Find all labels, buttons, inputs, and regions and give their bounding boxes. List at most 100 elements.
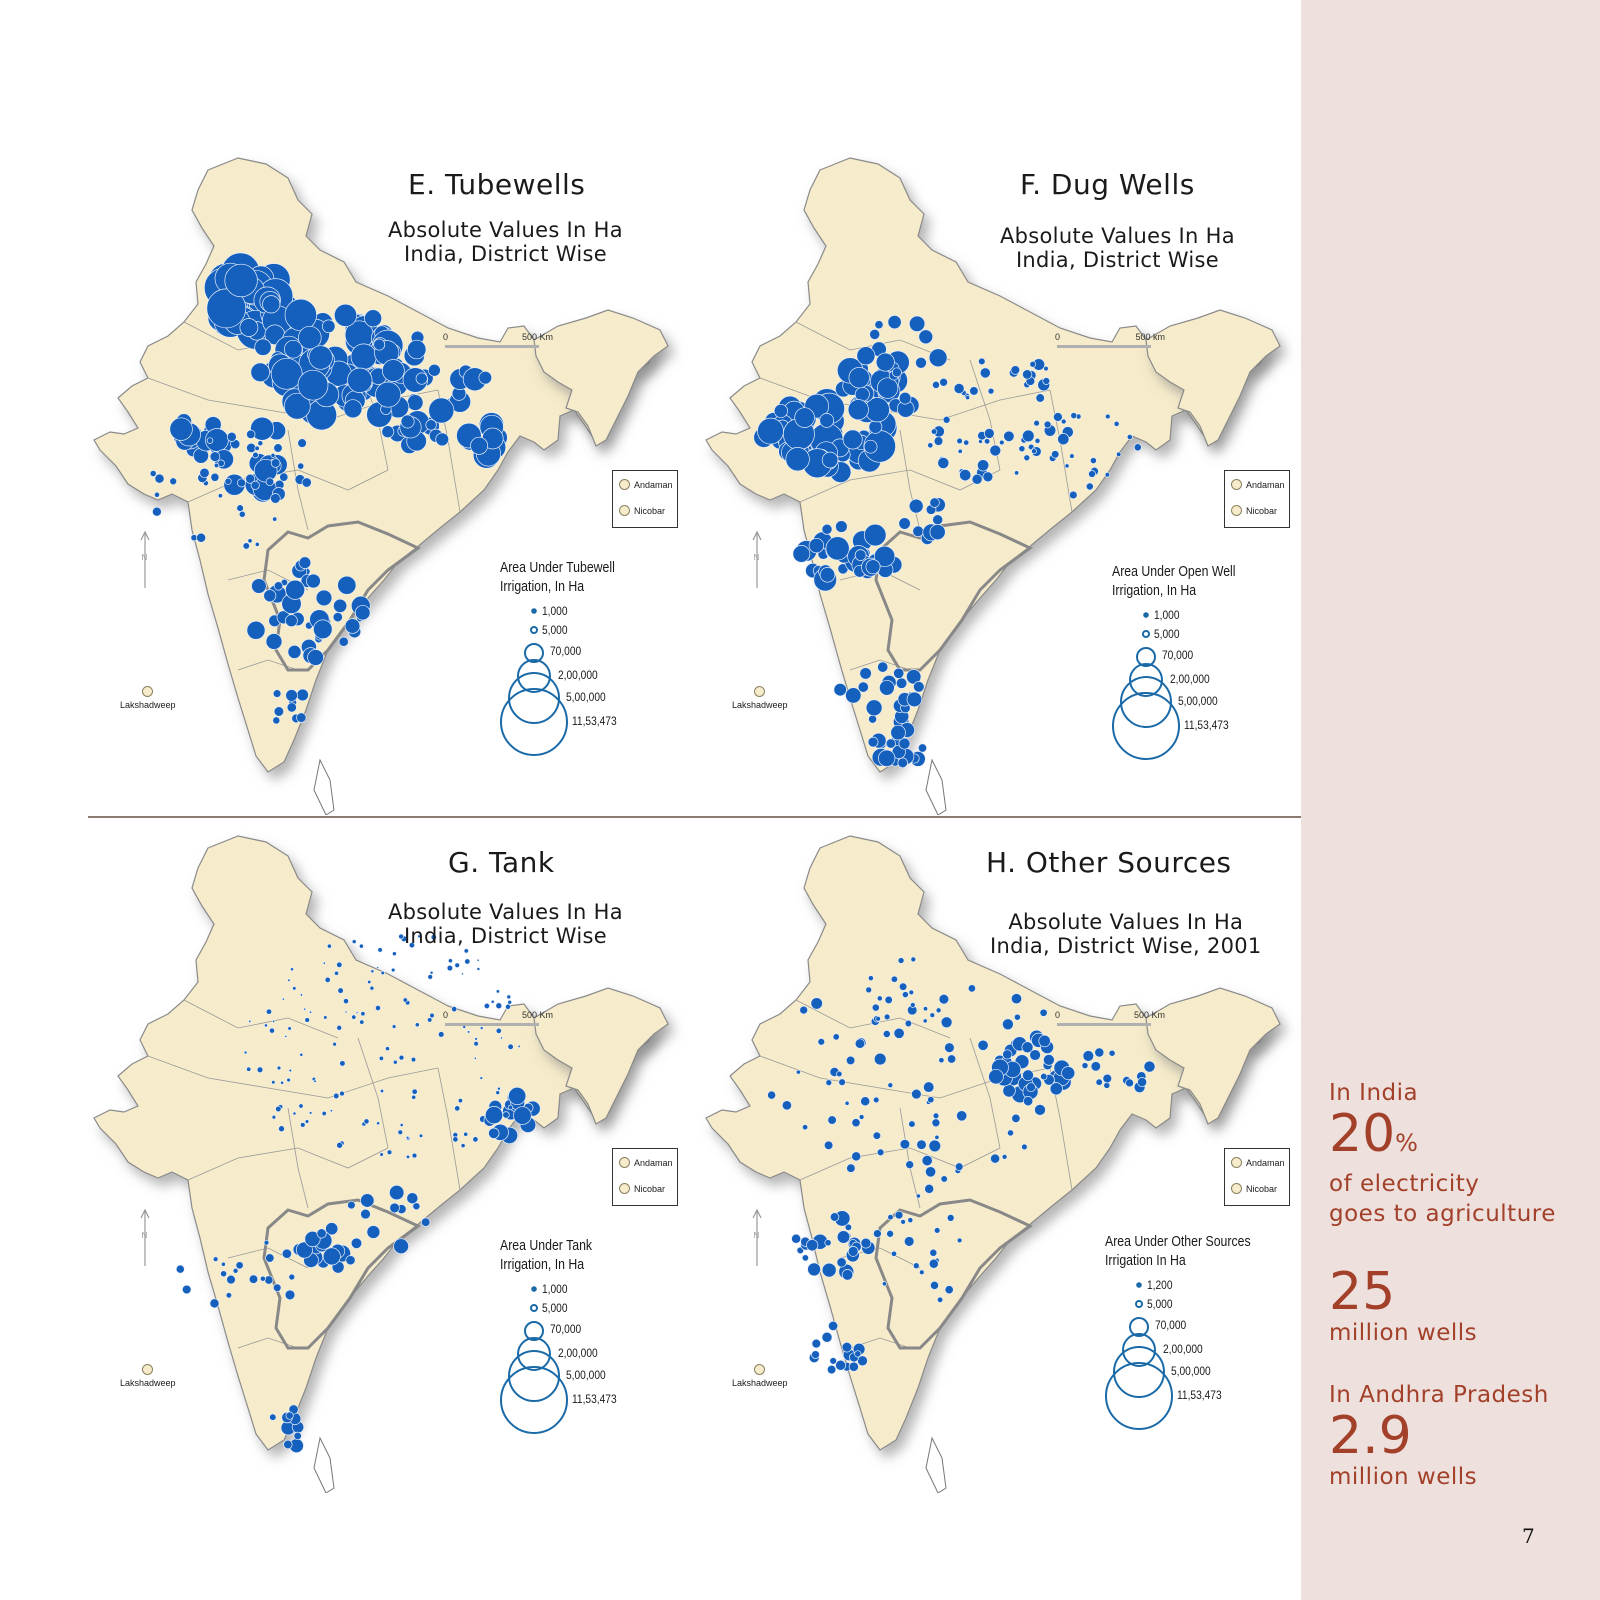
north-arrow-icon: N xyxy=(752,1208,762,1268)
legend-value: 1,000 xyxy=(542,604,568,618)
legend-title-line2: Irrigation, In Ha xyxy=(500,1256,585,1273)
inset-label-nicobar: Nicobar xyxy=(1246,505,1278,516)
page-number: 7 xyxy=(1522,1524,1535,1548)
scale-end-label: 500 Km xyxy=(521,1010,553,1020)
legend-title-line1: Area Under Tank xyxy=(500,1237,593,1254)
legend-title-line2: Irrigation In Ha xyxy=(1105,1252,1186,1269)
lakshadweep-marker: Lakshadweep xyxy=(732,686,788,710)
scale-bar: 0 500 Km xyxy=(443,1010,553,1030)
map-subtitle: Absolute Values In Ha India, District Wi… xyxy=(388,218,623,266)
islands-inset: Andaman Nicobar xyxy=(1224,470,1290,528)
map-subtitle-line2: India, District Wise, 2001 xyxy=(990,934,1262,958)
inset-label-nicobar: Nicobar xyxy=(634,505,666,516)
bubble-legend: Area Under Open Well Irrigation, In Ha 1… xyxy=(1112,562,1282,772)
map-title: E. Tubewells xyxy=(408,168,586,201)
legend-value: 2,00,000 xyxy=(1170,672,1210,686)
islands-inset: Andaman Nicobar xyxy=(612,1148,678,1206)
stat-electricity: In India 20% of electricity goes to agri… xyxy=(1329,1078,1556,1229)
inset-label-nicobar: Nicobar xyxy=(634,1183,666,1194)
legend-value: 1,000 xyxy=(1154,608,1180,622)
scale-bar: 0 500 Km xyxy=(1055,1010,1165,1030)
legend-value: 5,00,000 xyxy=(566,690,606,704)
map-subtitle-line2: India, District Wise xyxy=(403,924,607,948)
stat-wells-ap: In Andhra Pradesh 2.9 million wells xyxy=(1329,1380,1549,1492)
legend-value: 11,53,473 xyxy=(1184,718,1229,732)
map-title: H. Other Sources xyxy=(986,846,1232,879)
stat-wells-india: 25 million wells xyxy=(1329,1266,1477,1348)
legend-value: 11,53,473 xyxy=(572,714,617,728)
india-map xyxy=(705,835,1281,1493)
legend-value: 5,000 xyxy=(542,623,568,637)
island-marker-icon xyxy=(619,505,630,516)
legend-title-line1: Area Under Open Well xyxy=(1112,563,1236,580)
stat-label: In Andhra Pradesh xyxy=(1329,1382,1549,1408)
section-divider xyxy=(88,816,1301,818)
islands-inset: Andaman Nicobar xyxy=(612,470,678,528)
scale-end-label: 500 km xyxy=(1135,332,1165,342)
islands-inset: Andaman Nicobar xyxy=(1224,1148,1290,1206)
scale-bar: 0 500 Km xyxy=(443,332,553,352)
scale-end-label: 500 Km xyxy=(521,332,553,342)
map-subtitle-line1: Absolute Values In Ha xyxy=(1008,910,1244,934)
district-bubbles xyxy=(767,956,1156,1375)
legend-circles xyxy=(1105,1282,1173,1430)
scale-bar-line xyxy=(445,345,539,348)
island-marker-icon xyxy=(1231,479,1242,490)
island-marker-icon xyxy=(1231,1183,1242,1194)
stat-value: 20% xyxy=(1329,1104,1418,1164)
lakshadweep-marker: Lakshadweep xyxy=(120,686,176,710)
island-marker-icon xyxy=(142,1364,154,1375)
legend-value: 11,53,473 xyxy=(1177,1388,1222,1402)
district-bubbles xyxy=(149,252,508,725)
inset-label-andaman: Andaman xyxy=(1246,1157,1285,1168)
scale-bar-line xyxy=(1057,1023,1151,1026)
inset-label-andaman: Andaman xyxy=(634,1157,673,1168)
island-marker-icon xyxy=(754,686,766,697)
north-arrow-icon: N xyxy=(140,530,150,590)
legend-title-line2: Irrigation, In Ha xyxy=(1112,582,1197,599)
legend-value: 5,00,000 xyxy=(1178,694,1218,708)
stat-value: 25 xyxy=(1329,1262,1396,1322)
svg-text:N: N xyxy=(142,553,148,562)
legend-value: 70,000 xyxy=(1155,1318,1187,1332)
legend-value: 5,000 xyxy=(1147,1297,1173,1311)
legend-value: 70,000 xyxy=(550,644,582,658)
scale-zero-label: 0 xyxy=(1055,1010,1061,1020)
stat-value: 2.9 xyxy=(1329,1406,1412,1466)
legend-value: 5,00,000 xyxy=(566,1368,606,1382)
map-title: F. Dug Wells xyxy=(1020,168,1195,201)
map-subtitle-line1: Absolute Values In Ha xyxy=(1000,224,1235,248)
legend-value: 2,00,000 xyxy=(558,668,598,682)
legend-title: Area Under Tubewell Irrigation, In Ha xyxy=(500,558,615,596)
north-arrow-icon: N xyxy=(752,530,762,590)
scale-zero-label: 0 xyxy=(443,332,449,342)
island-marker-icon xyxy=(1231,1157,1242,1168)
lakshadweep-label: Lakshadweep xyxy=(732,700,788,710)
stat-desc: million wells xyxy=(1329,1320,1478,1346)
map-subtitle: Absolute Values In Ha India, District Wi… xyxy=(388,900,623,948)
district-bubbles xyxy=(175,933,541,1454)
scale-bar-line xyxy=(1057,345,1151,348)
inset-label-andaman: Andaman xyxy=(1246,479,1285,490)
bubble-legend: Area Under Tank Irrigation, In Ha 1,000 … xyxy=(500,1236,670,1446)
north-arrow-icon: N xyxy=(140,1208,150,1268)
map-panel-e: E. Tubewells Absolute Values In Ha India… xyxy=(88,150,688,815)
legend-circles xyxy=(500,1286,568,1434)
legend-value: 5,000 xyxy=(542,1301,568,1315)
island-marker-icon xyxy=(1231,505,1242,516)
island-marker-icon xyxy=(619,479,630,490)
scale-bar-line xyxy=(445,1023,539,1026)
stat-desc: of electricity xyxy=(1329,1171,1480,1197)
map-subtitle-line1: Absolute Values In Ha xyxy=(388,900,623,924)
legend-value: 70,000 xyxy=(1162,648,1194,662)
legend-title: Area Under Open Well Irrigation, In Ha xyxy=(1112,562,1236,600)
bubble-legend: Area Under Tubewell Irrigation, In Ha 1,… xyxy=(500,558,670,768)
map-subtitle-line2: India, District Wise xyxy=(403,242,607,266)
map-panel-g: G. Tank Absolute Values In Ha India, Dis… xyxy=(88,828,688,1493)
stat-label: In India xyxy=(1329,1080,1419,1106)
stat-desc: million wells xyxy=(1329,1464,1478,1490)
india-map xyxy=(93,157,669,815)
lakshadweep-label: Lakshadweep xyxy=(732,1378,788,1388)
legend-value: 2,00,000 xyxy=(558,1346,598,1360)
legend-title-line1: Area Under Tubewell xyxy=(500,559,615,576)
